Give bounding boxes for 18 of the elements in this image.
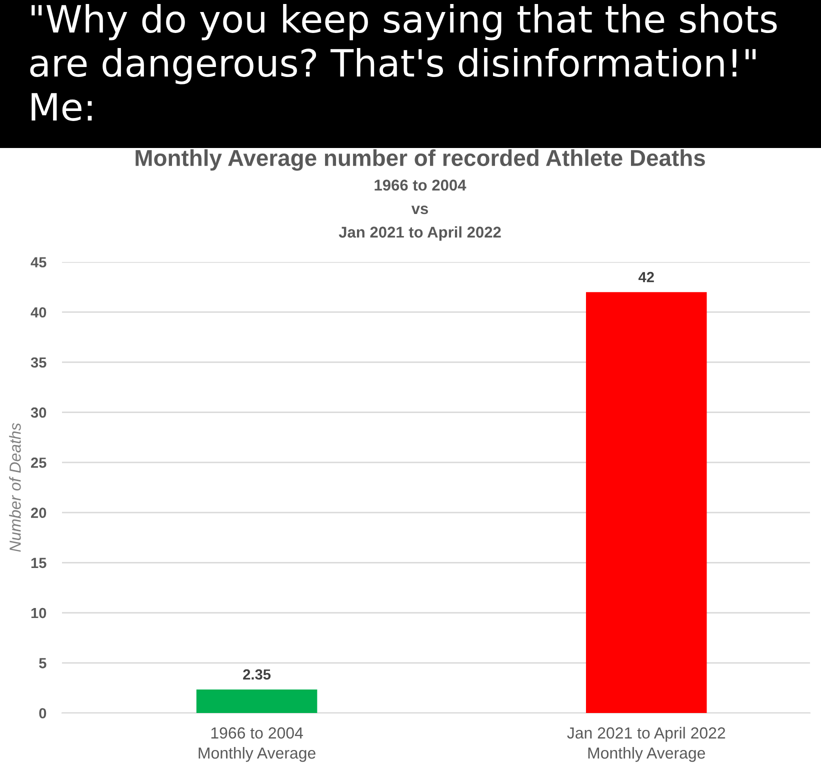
y-tick-label: 5 <box>39 658 46 668</box>
x-tick-label: Jan 2021 to April 2022 Monthly Average <box>567 726 726 762</box>
y-tick-label: 40 <box>30 307 46 318</box>
y-axis-title: Number of Deaths <box>9 423 21 552</box>
x-tick-label: 1966 to 2004 Monthly Average <box>198 727 316 762</box>
chart-subtitle: 1966 to 2004 vs Jan 2021 to April 2022 <box>338 180 501 241</box>
y-tick-label: 45 <box>30 257 46 268</box>
y-tick-label: 30 <box>30 407 46 418</box>
data-label: 42 <box>638 272 654 282</box>
y-tick-label: 15 <box>31 558 46 568</box>
chart-title: Monthly Average number of recorded Athlete Deaths <box>136 149 705 171</box>
y-tick-label: 10 <box>31 608 46 618</box>
y-tick-label: 25 <box>31 458 46 468</box>
y-tick-label: 0 <box>39 708 46 718</box>
y-tick-label: 20 <box>31 508 46 518</box>
text: "Why do you keep saying that the shots are dangerous? That's disinformation!" Me: <box>30 4 777 121</box>
data-label: 2.35 <box>243 669 271 680</box>
y-tick-label: 35 <box>30 357 46 368</box>
